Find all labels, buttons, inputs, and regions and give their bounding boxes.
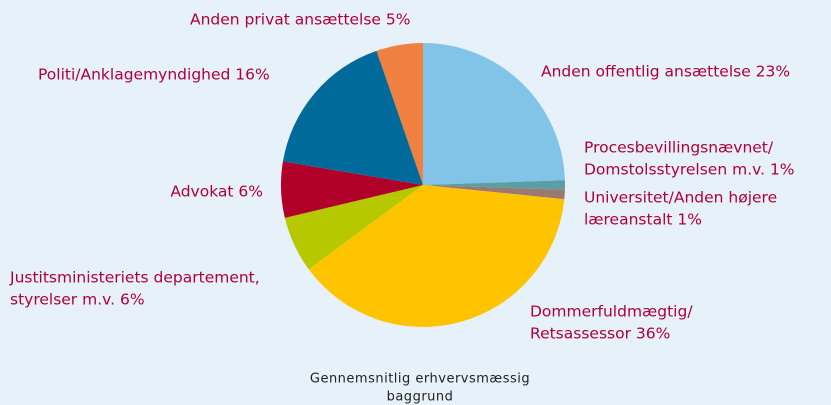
- slice-label: Justitsministeriets departement,: [9, 269, 260, 287]
- pie-slice: [423, 43, 565, 185]
- slice-label: Advokat 6%: [170, 183, 263, 201]
- pie-slice: [281, 161, 423, 218]
- chart-title: Gennemsnitlig erhvervsmæssig: [310, 372, 530, 387]
- pie-slice: [284, 185, 423, 270]
- slice-label: Procesbevillingsnævnet/: [584, 139, 774, 157]
- slice-label: Retsassessor 36%: [530, 325, 670, 343]
- slice-label: Anden privat ansættelse 5%: [190, 11, 411, 29]
- pie-slice: [282, 50, 423, 185]
- slice-label: Politi/Anklagemyndighed 16%: [38, 66, 270, 84]
- slice-label: Dommerfuldmægtig/: [530, 303, 693, 321]
- pie-slice: [423, 180, 565, 190]
- slice-label: Anden offentlig ansættelse 23%: [541, 63, 790, 81]
- slice-label: læreanstalt 1%: [584, 211, 702, 229]
- chart-title: baggrund: [387, 390, 454, 405]
- slice-label: Universitet/Anden højere: [584, 189, 777, 207]
- slice-label: Domstolsstyrelsen m.v. 1%: [584, 161, 795, 179]
- pie-slice: [423, 185, 565, 200]
- pie-slice: [376, 43, 423, 185]
- pie-slice: [308, 185, 565, 328]
- slice-label: styrelser m.v. 6%: [10, 291, 145, 309]
